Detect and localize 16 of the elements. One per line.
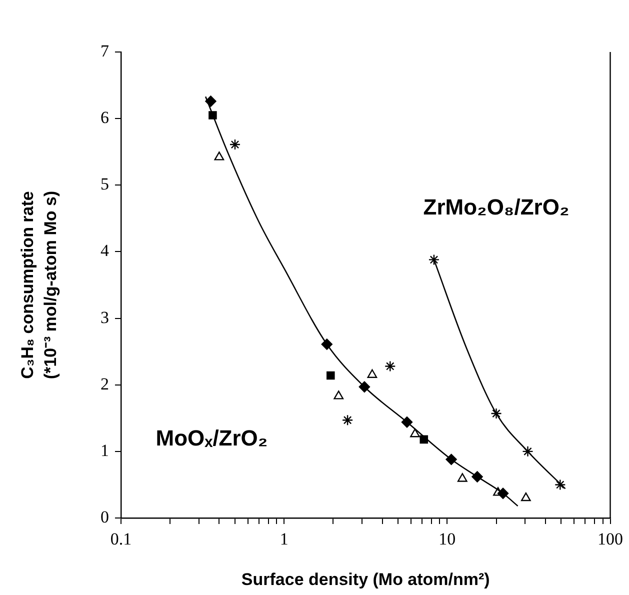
y-tick-label: 3 <box>100 308 109 327</box>
y-tick-label: 4 <box>100 241 110 260</box>
x-tick-label: 0.1 <box>110 530 132 549</box>
annotation: MoOₓ/ZrO₂ <box>156 426 268 451</box>
y-tick-label: 5 <box>100 174 109 194</box>
x-tick-label: 10 <box>438 530 456 549</box>
y-axis-title: C₃H₈ consumption rate (*10⁻³ mol/g-atom Mo s) <box>18 190 60 380</box>
y-tick-label: 6 <box>100 108 109 128</box>
y-tick-label: 1 <box>100 440 109 460</box>
x-tick-label: 100 <box>598 530 623 549</box>
y-tick-label: 2 <box>100 374 109 394</box>
x-axis-title: Surface density (Mo atom/nm²) <box>241 570 490 589</box>
y-tick-label: 0 <box>100 507 109 526</box>
annotation: ZrMo₂O₈/ZrO₂ <box>423 194 570 220</box>
y-tick-label: 7 <box>100 41 110 60</box>
x-tick-label: 1 <box>280 530 288 549</box>
